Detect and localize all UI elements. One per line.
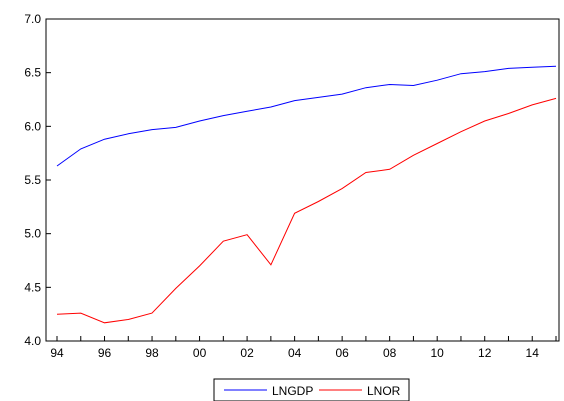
y-axis: 4.0 4.5 5.0 5.5 6.0 6.5 7.0: [24, 12, 51, 348]
y-tick-label: 4.0: [24, 334, 41, 348]
series-line-lngdp: [56, 65, 557, 167]
y-tick-label: 6.0: [24, 119, 41, 133]
plot-frame: [45, 18, 560, 342]
x-tick-label: 06: [335, 346, 349, 360]
y-tick-label: 5.0: [24, 227, 41, 241]
x-tick-label: 12: [478, 346, 492, 360]
legend-label-lngdp: LNGDP: [272, 384, 313, 398]
legend-box: [213, 378, 410, 401]
x-tick-label: 96: [98, 346, 112, 360]
series-lines: [56, 65, 557, 324]
x-tick-label: 98: [145, 346, 159, 360]
y-tick-label: 6.5: [24, 66, 41, 80]
x-tick-label: 04: [288, 346, 302, 360]
x-axis: 94 96 98 00 02 04 06 08 10 12 14: [50, 336, 557, 360]
x-tick-label: 08: [383, 346, 397, 360]
x-tick-label: 14: [526, 346, 540, 360]
legend-label-lnor: LNOR: [367, 384, 401, 398]
x-tick-label: 10: [431, 346, 445, 360]
x-tick-label: 00: [193, 346, 207, 360]
x-tick-label: 94: [50, 346, 64, 360]
legend: LNGDP LNOR: [213, 378, 410, 401]
y-tick-label: 5.5: [24, 173, 41, 187]
series-line-lnor: [56, 97, 557, 324]
y-tick-label: 4.5: [24, 280, 41, 294]
x-tick-label: 02: [240, 346, 254, 360]
y-tick-label: 7.0: [24, 12, 41, 26]
